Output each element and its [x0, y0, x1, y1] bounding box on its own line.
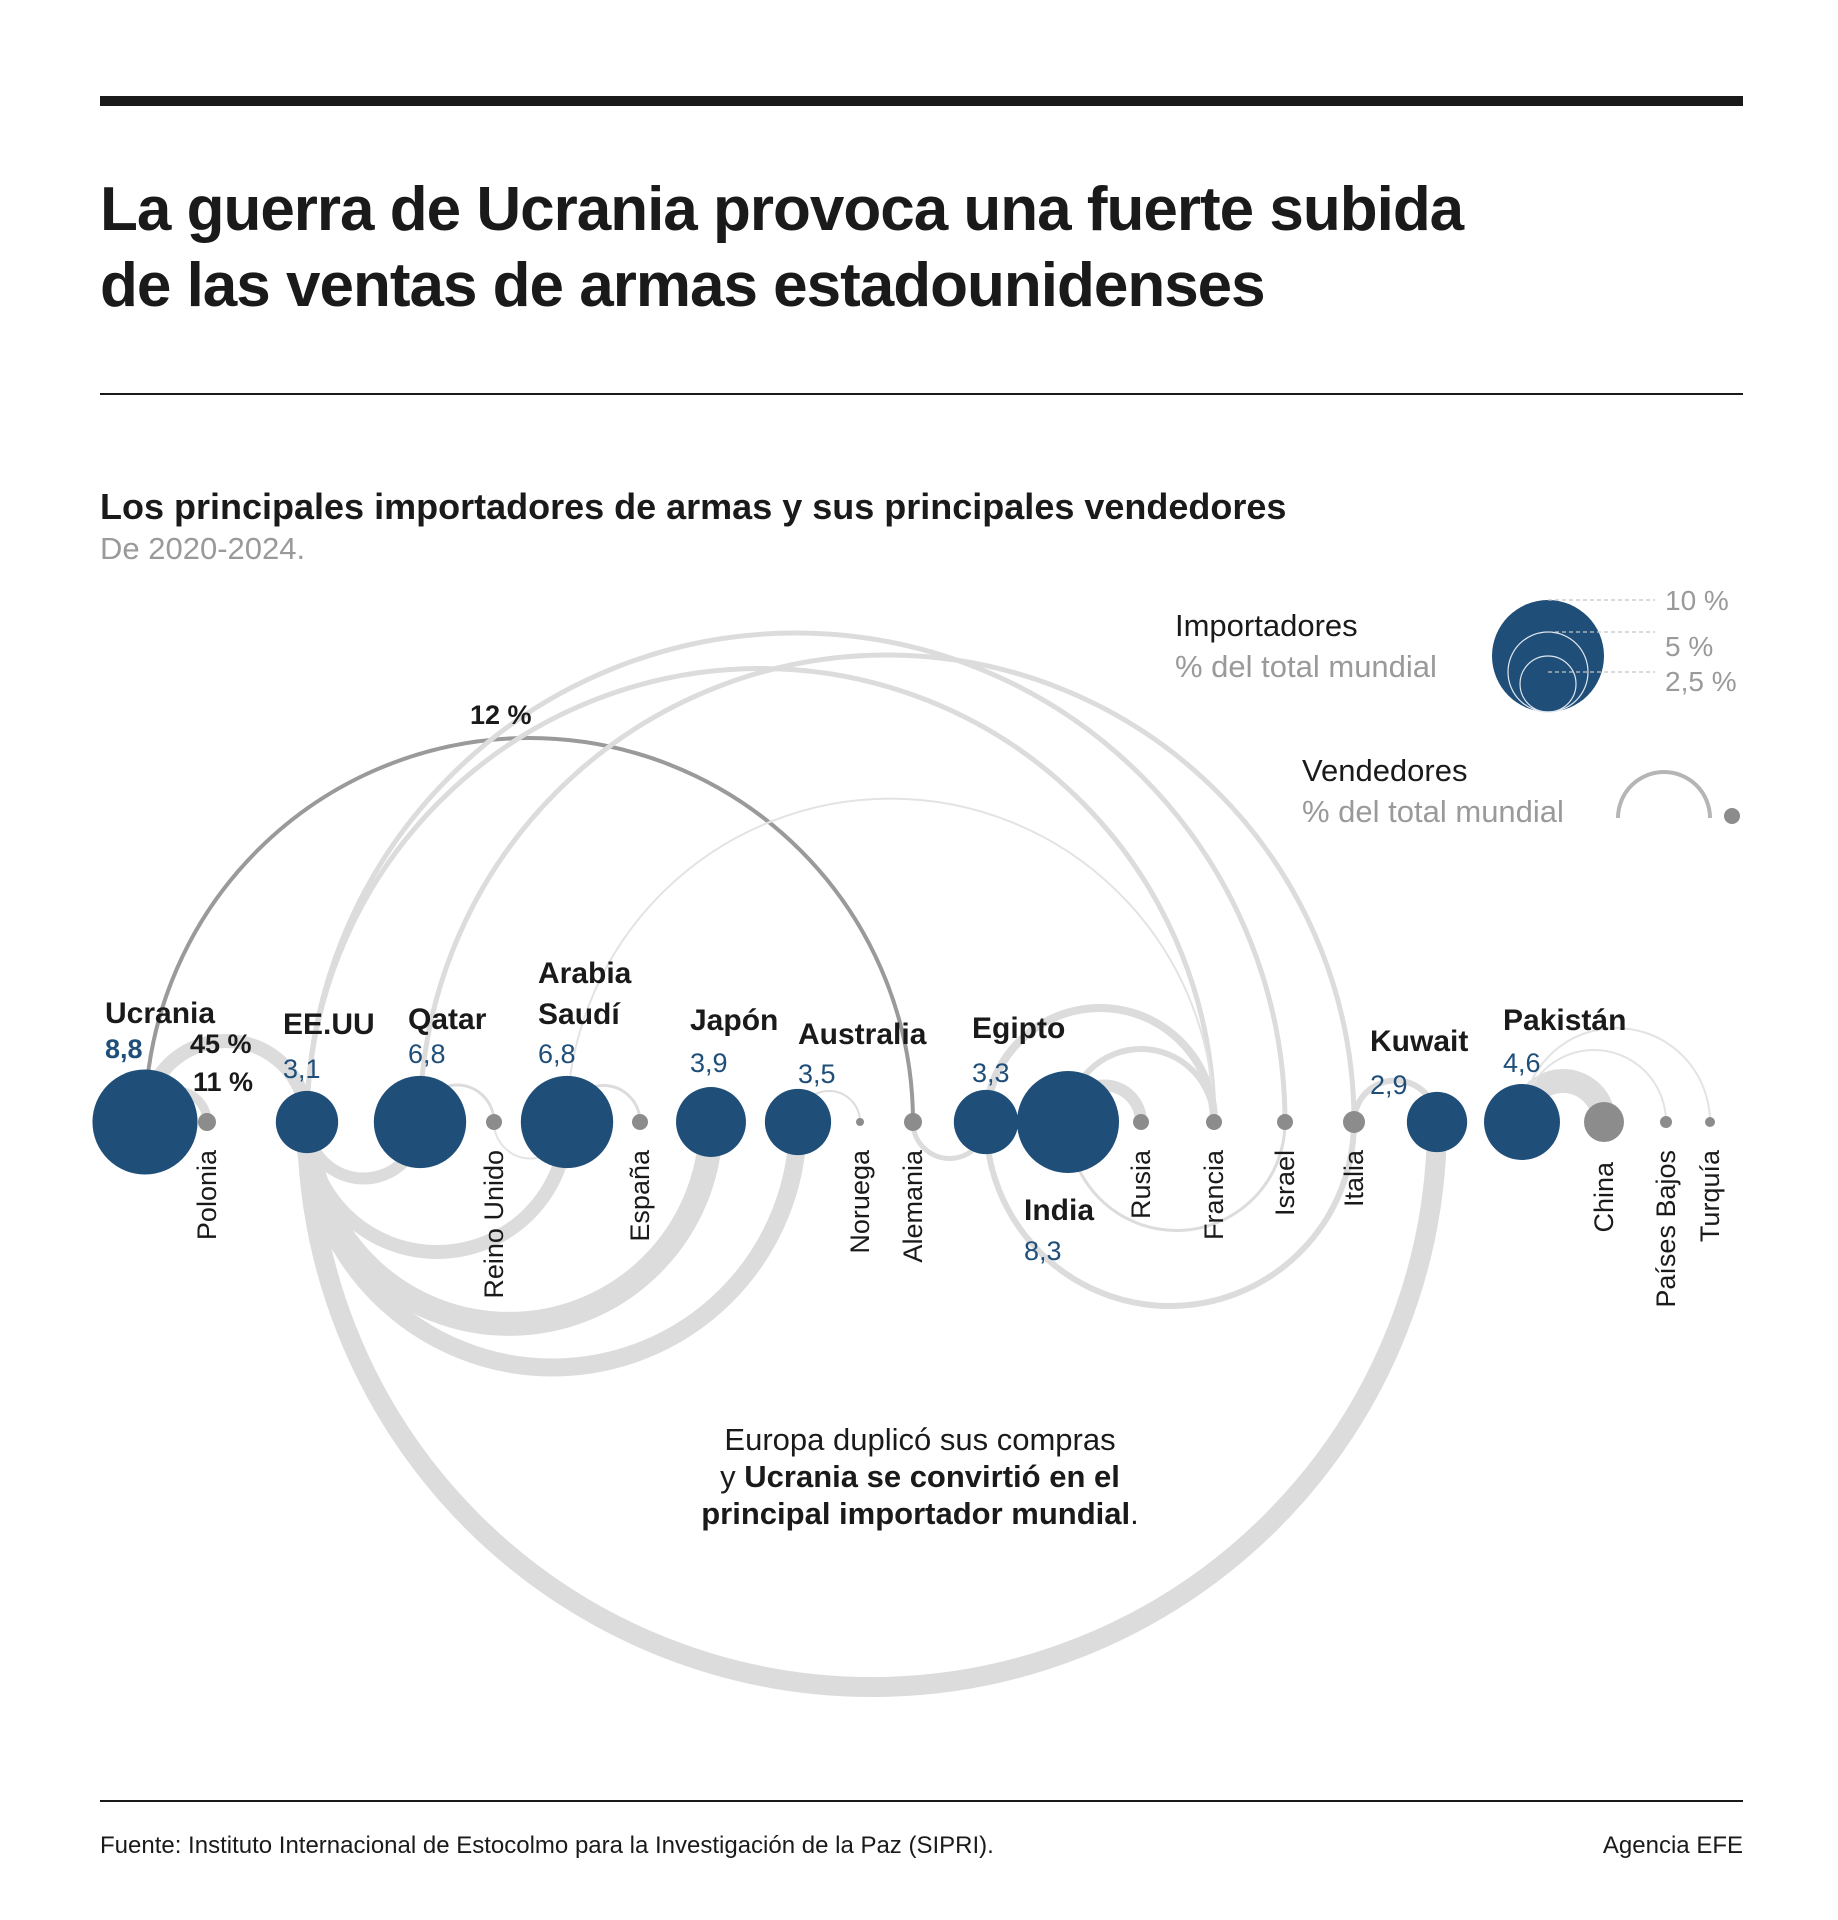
chart-labels: 45 %11 %12 %Ucrania8,8EE.UU3,1Qatar6,8Ar… [105, 700, 1725, 1308]
importer-bubble-egipto [953, 1089, 1019, 1155]
seller-name-china: China [1589, 1161, 1619, 1233]
flow-share-label: 45 % [190, 1029, 252, 1059]
importer-bubble-qatar [373, 1075, 467, 1169]
importer-share-australia: 3,5 [798, 1059, 836, 1089]
importer-bubble-japon [676, 1087, 746, 1157]
top-bar [100, 96, 1743, 106]
importer-share-japon: 3,9 [690, 1048, 728, 1078]
flow-arc-ee-uu-to-australia [298, 1121, 807, 1377]
annotation-line-2-pre: y [720, 1459, 745, 1494]
page-title: La guerra de Ucrania provoca una fuerte … [100, 172, 1700, 324]
importer-bubble-arabia-saudi [520, 1075, 614, 1169]
legend-importers-unit: % del total mundial [1175, 649, 1437, 684]
flow-arc-italia-to-egipto [983, 1121, 1357, 1309]
flow-arc-ee-uu-to-kuwait [297, 1121, 1447, 1697]
seller-dot-italia [1343, 1111, 1365, 1133]
agency-credit: Agencia EFE [1602, 1832, 1743, 1859]
importer-name-arabia-saudi-line2: Saudí [538, 998, 621, 1031]
legend-scale-label: 5 % [1665, 631, 1713, 662]
footer-divider [100, 1800, 1743, 1802]
importer-bubble-ee-uu [275, 1090, 339, 1154]
importer-name-qatar: Qatar [408, 1003, 487, 1036]
annotation-line-3-post: . [1130, 1496, 1139, 1531]
seller-name-reino-unido: Reino Unido [479, 1150, 509, 1299]
flow-arc-francia-to-egipto [982, 1004, 1218, 1123]
importer-bubble-australia [764, 1088, 832, 1156]
seller-dot-paises-bajos [1660, 1116, 1672, 1128]
flow-arc-francia-to-ee-uu [304, 666, 1217, 1123]
importer-share-india: 8,3 [1024, 1236, 1062, 1266]
seller-name-espana: España [625, 1149, 655, 1242]
legend-scale-label: 10 % [1665, 585, 1729, 616]
seller-dot-francia [1206, 1114, 1222, 1130]
importer-share-arabia-saudi: 6,8 [538, 1039, 576, 1069]
seller-dot-noruega [856, 1118, 864, 1126]
importer-name-australia: Australia [798, 1018, 927, 1051]
flow-arc-turquia-to-pakistan [1521, 1027, 1711, 1123]
chart-period: De 2020-2024. [100, 531, 306, 566]
annotation-line-2-bold: Ucrania se convirtió en el [744, 1459, 1120, 1494]
seller-dot-alemania [904, 1113, 922, 1131]
seller-name-israel: Israel [1270, 1150, 1300, 1216]
chart-nodes [92, 1069, 1715, 1175]
seller-name-francia: Francia [1199, 1149, 1229, 1240]
flow-share-label: 12 % [470, 700, 532, 730]
source-note: Fuente: Instituto Internacional de Estoc… [100, 1832, 994, 1859]
seller-name-noruega: Noruega [845, 1149, 875, 1254]
chart-title: Los principales importadores de armas y … [100, 486, 1287, 527]
flow-share-label: 11 % [193, 1067, 253, 1097]
seller-dot-israel [1277, 1114, 1293, 1130]
importer-bubble-india [1016, 1070, 1120, 1174]
title-line-2: de las ventas de armas estadounidenses [100, 251, 1266, 320]
importer-share-ee-uu: 3,1 [283, 1054, 321, 1084]
chart-legend: 10 % 5 % 2,5 % Importadores % del total mund… [1175, 585, 1740, 829]
importer-name-ucrania: Ucrania [105, 997, 215, 1030]
importer-share-ucrania: 8,8 [105, 1034, 143, 1064]
importer-name-pakistan: Pakistán [1503, 1004, 1626, 1037]
importer-name-japon: Japón [690, 1004, 778, 1037]
legend-seller-arc [1616, 770, 1712, 819]
title-divider [100, 393, 1743, 395]
legend-scale-label: 2,5 % [1665, 666, 1737, 697]
seller-name-italia: Italia [1339, 1149, 1369, 1207]
seller-dot-turquia [1705, 1117, 1715, 1127]
seller-name-polonia: Polonia [192, 1149, 222, 1240]
flow-arc-francia-to-arabia-saudi [566, 797, 1215, 1123]
importer-name-egipto: Egipto [972, 1012, 1065, 1045]
annotation-line-1: Europa duplicó sus compras [724, 1422, 1116, 1457]
importer-share-kuwait: 2,9 [1370, 1070, 1408, 1100]
importer-bubble-ucrania [92, 1069, 198, 1175]
importer-name-kuwait: Kuwait [1370, 1025, 1468, 1058]
flow-arc-alemania-to-ucrania [143, 736, 915, 1123]
importer-name-ee-uu: EE.UU [283, 1008, 375, 1041]
seller-dot-polonia [198, 1113, 216, 1131]
importer-bubble-pakistan [1484, 1084, 1560, 1160]
importer-share-qatar: 6,8 [408, 1039, 446, 1069]
legend-sellers-title: Vendedores [1302, 753, 1467, 788]
importer-share-egipto: 3,3 [972, 1058, 1010, 1088]
flow-arc-italia-to-qatar [417, 652, 1357, 1123]
seller-name-turquia: Turquía [1695, 1149, 1725, 1242]
importer-name-arabia-saudi: Arabia [538, 957, 632, 990]
seller-dot-china [1584, 1102, 1624, 1142]
importer-name-india: India [1024, 1194, 1094, 1227]
chart-annotation: Europa duplicó sus compras y Ucrania se … [600, 1421, 1240, 1532]
seller-name-rusia: Rusia [1126, 1149, 1156, 1219]
seller-dot-rusia [1133, 1114, 1149, 1130]
seller-name-alemania: Alemania [898, 1149, 928, 1263]
seller-dot-espana [632, 1114, 648, 1130]
annotation-line-3-bold: principal importador mundial [701, 1496, 1131, 1531]
legend-importers-title: Importadores [1175, 608, 1358, 643]
flow-arc-israel-to-ee-uu [304, 630, 1288, 1123]
legend-seller-dot [1724, 808, 1740, 824]
importer-bubble-kuwait [1406, 1091, 1468, 1153]
title-line-1: La guerra de Ucrania provoca una fuerte … [100, 175, 1464, 244]
legend-bubble-small [1519, 655, 1577, 713]
legend-sellers-unit: % del total mundial [1302, 794, 1564, 829]
seller-dot-reino-unido [486, 1114, 502, 1130]
seller-name-paises-bajos: Países Bajos [1651, 1150, 1681, 1308]
importer-share-pakistan: 4,6 [1503, 1048, 1541, 1078]
